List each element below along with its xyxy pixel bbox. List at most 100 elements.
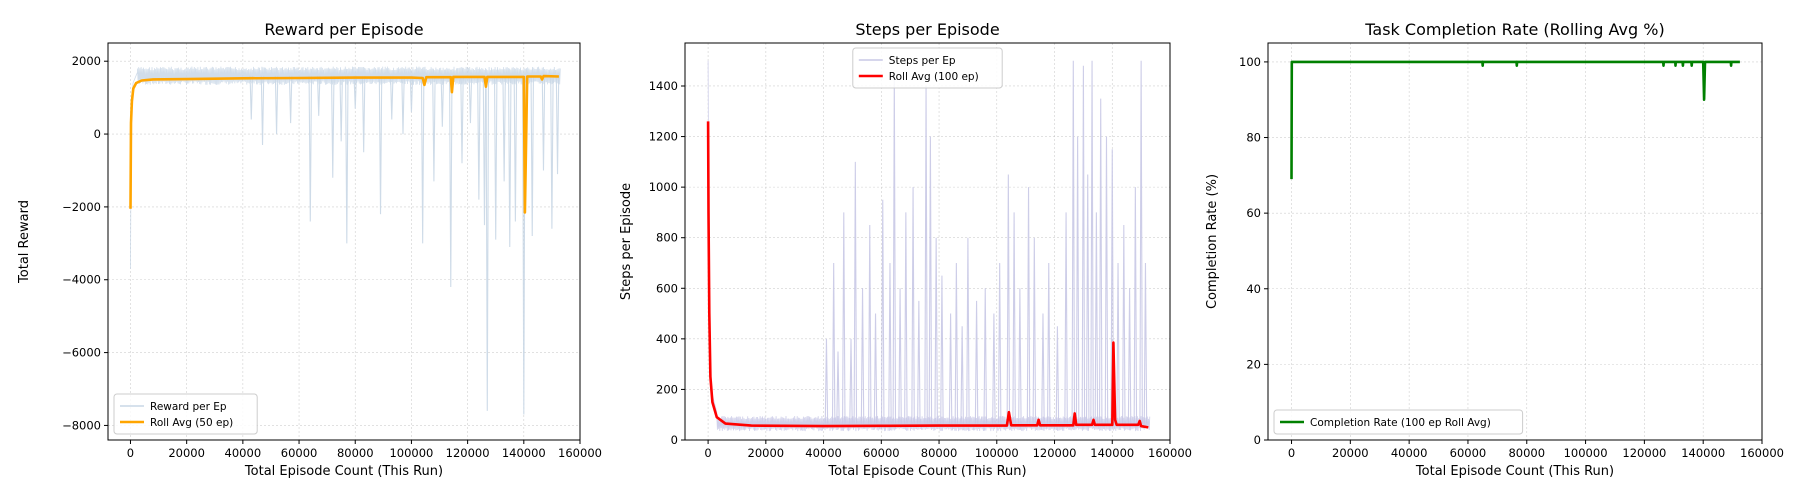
x-axis-label: Total Episode Count (This Run)	[1415, 464, 1614, 479]
series-1-spike	[1127, 288, 1132, 424]
x-tick-label: 100000	[975, 446, 1019, 460]
y-tick-label: 60	[1246, 206, 1261, 220]
series-1-spike	[555, 75, 560, 175]
series-1-spike	[249, 75, 254, 120]
y-tick-label: 100	[1239, 55, 1261, 69]
y-tick-label: 600	[656, 281, 678, 295]
x-tick-label: 140000	[1090, 446, 1134, 460]
series-1-spike	[353, 75, 357, 109]
series-1-spike	[1081, 65, 1086, 424]
series-1-spike	[331, 75, 335, 178]
series-1-spike	[378, 75, 383, 215]
series-1-spike	[530, 75, 534, 237]
series-1-spike	[836, 351, 840, 424]
series-1-spike	[274, 75, 279, 135]
series-1-spike	[849, 338, 853, 424]
series-1-spike	[1098, 98, 1103, 424]
series-1-spike	[842, 212, 846, 424]
x-tick-label: 0	[704, 446, 711, 460]
series-1-spike	[934, 237, 938, 424]
x-tick-label: 0	[1288, 446, 1295, 460]
axes-frame	[684, 42, 1171, 441]
series-1-spike	[966, 237, 970, 424]
y-tick-label: 2000	[72, 54, 101, 68]
series-1-spike	[1018, 288, 1022, 424]
series-1-spike	[1110, 149, 1115, 424]
series-1-spike	[390, 75, 394, 120]
legend-box	[1273, 409, 1524, 435]
x-tick-label: 100000	[1564, 446, 1608, 460]
y-tick-label: −6000	[62, 346, 101, 360]
x-tick-label: 140000	[502, 446, 546, 460]
series-1-spike	[940, 275, 944, 424]
series-1-spike	[482, 75, 487, 226]
series-1-spike	[831, 262, 836, 424]
x-tick-label: 20000	[748, 446, 785, 460]
series-1-spike	[493, 75, 498, 240]
series-1-spike	[502, 75, 506, 182]
legend-box	[113, 393, 258, 435]
legend-entry: Steps per Ep	[889, 55, 956, 67]
series-1-spike	[361, 75, 366, 153]
x-axis-label: Total Episode Count (This Run)	[244, 464, 443, 479]
axes-frame	[1267, 42, 1763, 441]
x-tick-label: 40000	[805, 446, 842, 460]
x-tick-label: 80000	[1508, 446, 1545, 460]
x-axis-label: Total Episode Count (This Run)	[827, 464, 1026, 479]
series-1-spike	[508, 75, 512, 247]
chart-panel-1: 0 20000 40000 60000 80000 100000 120000 140000 1…	[17, 20, 602, 479]
series-1-spike	[260, 75, 265, 145]
series-1-spike	[948, 313, 953, 424]
y-tick-label: 80	[1246, 131, 1261, 145]
series-1-spike	[460, 75, 464, 164]
chart-panel-2: 0 20000 40000 60000 80000 100000 120000 140000 1…	[619, 20, 1192, 479]
series-1-spike	[954, 262, 959, 424]
x-tick-label: 120000	[446, 446, 490, 460]
series-1-spike	[1085, 174, 1090, 424]
series-1-spike	[928, 136, 933, 424]
y-tick-label: 800	[656, 231, 678, 245]
series-1-spike	[1026, 187, 1031, 424]
series-1-line	[1290, 60, 1740, 180]
series-2-line	[706, 121, 1149, 429]
x-tick-label: 40000	[225, 446, 262, 460]
y-tick-label: −8000	[62, 418, 101, 432]
chart-title: Steps per Episode	[855, 20, 999, 39]
plot-area	[1290, 60, 1740, 180]
series-1-spike	[1133, 187, 1138, 424]
series-1-spike	[873, 313, 878, 424]
series-1-spike	[1064, 212, 1068, 424]
x-tick-label: 60000	[863, 446, 900, 460]
series-1-spike	[440, 75, 445, 127]
series-1-spike	[541, 75, 546, 171]
x-tick-label: 40000	[1391, 446, 1428, 460]
series-1-spike	[1075, 136, 1080, 424]
y-axis-label: Completion Rate (%)	[1205, 174, 1220, 309]
y-axis-label: Steps per Episode	[619, 183, 634, 300]
series-1-spike	[898, 288, 902, 424]
series-1-spike	[960, 326, 964, 424]
series-1-spike	[853, 161, 858, 424]
series-1-spike	[1032, 237, 1037, 424]
series-1-spike	[888, 262, 892, 424]
series-1-spike	[449, 75, 453, 288]
series-1-spike	[409, 75, 414, 113]
series-1-spike	[881, 199, 885, 424]
series-1-spike	[860, 288, 865, 424]
legend-box	[852, 47, 1003, 89]
series-1-spike	[992, 313, 996, 424]
chart-title: Reward per Episode	[264, 20, 423, 39]
series-1-spike	[339, 75, 343, 142]
y-tick-label: 0	[671, 433, 678, 447]
series-1-spike	[420, 75, 425, 244]
x-tick-label: 140000	[1681, 446, 1725, 460]
x-tick-label: 60000	[281, 446, 318, 460]
axes-frame	[107, 42, 581, 441]
legend-entry: Completion Rate (100 ep Roll Avg)	[1310, 417, 1491, 429]
series-1-spike	[997, 262, 1002, 424]
x-tick-label: 160000	[558, 446, 602, 460]
series-1-spike	[1012, 212, 1016, 424]
series-1-spike	[485, 75, 490, 411]
series-1-spike	[1139, 60, 1143, 424]
